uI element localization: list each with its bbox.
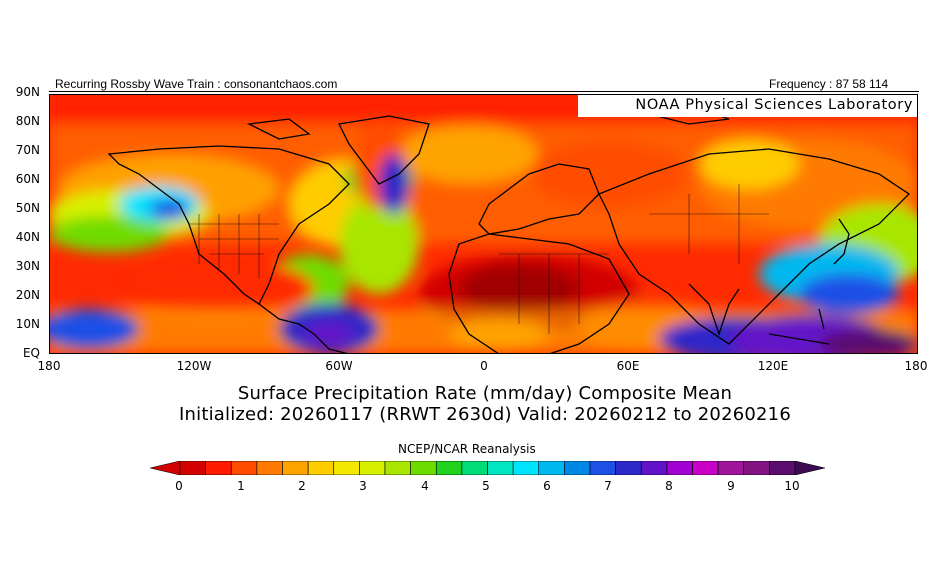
lat-label-30n: 30N — [15, 259, 40, 273]
colorbar-segment — [410, 461, 437, 475]
lat-label-20n: 20N — [15, 288, 40, 302]
colorbar-label-0: 0 — [175, 479, 183, 493]
colorbar-segment — [205, 461, 232, 475]
lat-label-10n: 10N — [15, 317, 40, 331]
chart-subtitle: Initialized: 20260117 (RRWT 2630d) Valid… — [179, 404, 791, 425]
colorbar-segment — [512, 461, 540, 475]
colorbar-segment — [692, 461, 719, 475]
colorbar-min-arrow — [150, 461, 181, 475]
colorbar-label-3: 3 — [359, 479, 367, 493]
source-label: NCEP/NCAR Reanalysis — [398, 442, 536, 456]
lon-label-60e: 60E — [616, 359, 640, 373]
colorbar — [150, 461, 825, 475]
colorbar-segment — [282, 461, 309, 475]
lat-label-80n: 80N — [15, 114, 40, 128]
colorbar-label-10: 10 — [784, 479, 800, 493]
colorbar-segment — [538, 461, 565, 475]
lon-label-120w: 120W — [176, 359, 212, 373]
colorbar-label-8: 8 — [665, 479, 673, 493]
colorbar-segment — [307, 461, 335, 475]
lat-label-90n: 90N — [15, 85, 40, 99]
colorbar-segment — [640, 461, 668, 475]
coastlines — [107, 108, 911, 354]
colorbar-label-4: 4 — [421, 479, 429, 493]
colorbar-segment — [384, 461, 411, 475]
colorbar-segment — [461, 461, 488, 475]
lon-label-180e: 180 — [904, 359, 928, 373]
chart-title: Surface Precipitation Rate (mm/day) Comp… — [237, 383, 733, 404]
colorbar-label-9: 9 — [727, 479, 735, 493]
colorbar-label-2: 2 — [298, 479, 306, 493]
lon-label-0: 0 — [480, 359, 488, 373]
precipitation-map — [49, 94, 918, 354]
colorbar-segment — [179, 461, 206, 475]
lat-label-50n: 50N — [15, 201, 40, 215]
colorbar-segment — [589, 461, 616, 475]
colorbar-label-1: 1 — [237, 479, 245, 493]
colorbar-segment — [666, 461, 693, 475]
colorbar-segment — [743, 461, 770, 475]
colorbar-segment — [230, 461, 258, 475]
lab-label: NOAA Physical Sciences Laboratory — [578, 95, 917, 117]
header-rule — [49, 91, 919, 92]
colorbar-label-5: 5 — [482, 479, 490, 493]
colorbar-segment — [717, 461, 745, 475]
colorbar-segment — [564, 461, 591, 475]
colorbar-label-6: 6 — [543, 479, 551, 493]
colorbar-segment — [769, 461, 796, 475]
precip-field — [49, 94, 918, 354]
lon-label-120e: 120E — [757, 359, 789, 373]
colorbar-segment — [256, 461, 283, 475]
header-left-text: Recurring Rossby Wave Train : consonantc… — [55, 77, 338, 91]
colorbar-segment — [487, 461, 514, 475]
lat-label-60n: 60N — [15, 172, 40, 186]
colorbar-label-7: 7 — [604, 479, 612, 493]
lat-label-70n: 70N — [15, 143, 40, 157]
lat-label-40n: 40N — [15, 230, 40, 244]
borders — [189, 184, 769, 334]
header-right-text: Frequency : 87 58 114 — [769, 77, 889, 91]
lon-label-180w: 180 — [37, 359, 61, 373]
colorbar-segment — [435, 461, 463, 475]
lon-label-60w: 60W — [325, 359, 353, 373]
colorbar-segment — [333, 461, 360, 475]
colorbar-segment — [359, 461, 386, 475]
lat-label-eq: EQ — [22, 346, 40, 360]
colorbar-segment — [615, 461, 642, 475]
colorbar-max-arrow — [794, 461, 825, 475]
